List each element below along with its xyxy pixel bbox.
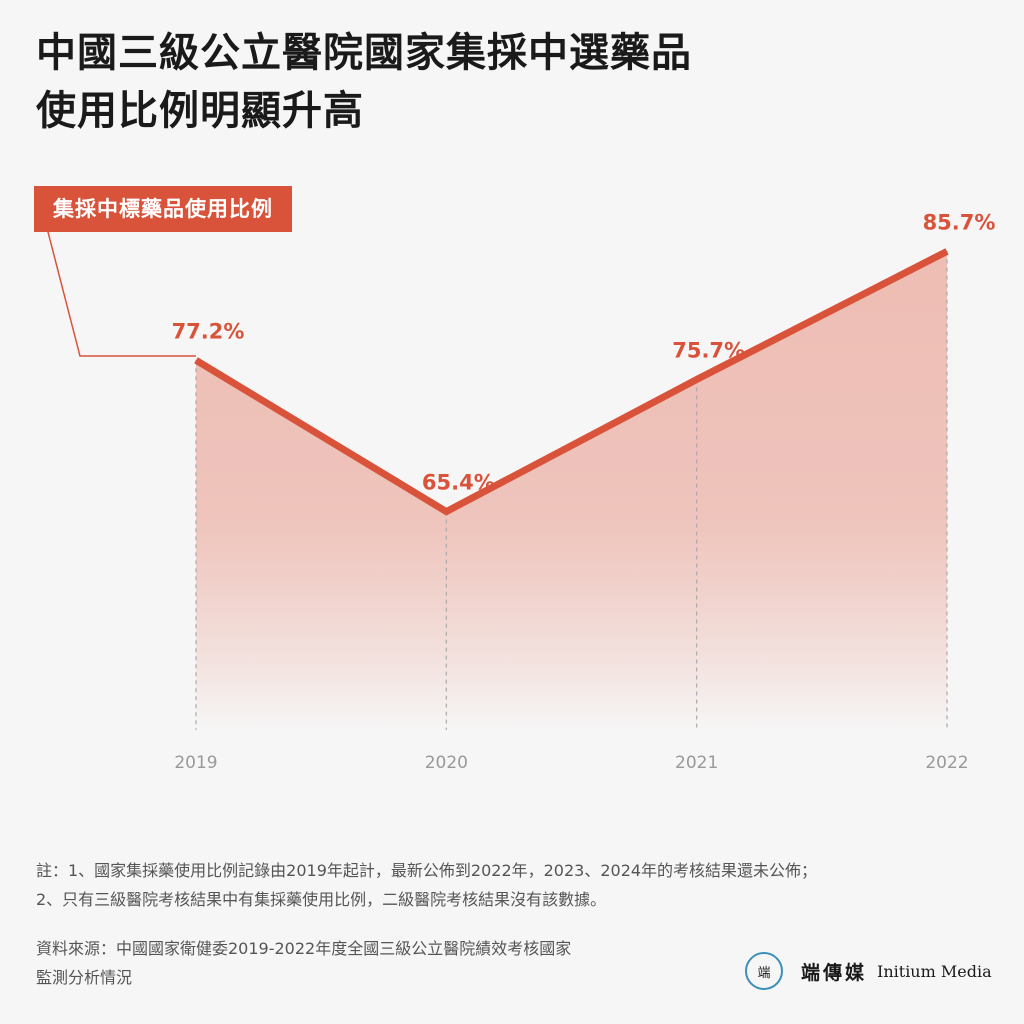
legend-leader-line bbox=[47, 231, 196, 357]
data-label: 75.7% bbox=[672, 339, 745, 363]
data-label: 77.2% bbox=[172, 319, 245, 343]
series-line bbox=[194, 248, 949, 516]
x-tick-label: 2020 bbox=[425, 753, 468, 773]
source-line: 監測分析情況 bbox=[36, 968, 133, 987]
brand-name-cn: 端傳媒 bbox=[801, 961, 868, 984]
x-tick-label: 2021 bbox=[675, 753, 718, 773]
x-tick-label: 2022 bbox=[925, 753, 968, 773]
footnote-line: 註：1、國家集採藥使用比例記錄由2019年起計，最新公佈到2022年，2023、… bbox=[36, 861, 818, 880]
data-label: 85.7% bbox=[923, 210, 996, 234]
data-source: 資料來源：中國國家衛健委2019-2022年度全國三級公立醫院績效考核國家 監測… bbox=[36, 934, 571, 992]
title-line: 中國三級公立醫院國家集採中選藥品 bbox=[36, 30, 692, 76]
brand-name-en: Initium Media bbox=[877, 961, 992, 981]
x-tick-label: 2019 bbox=[174, 753, 217, 773]
footnote-line: 2、只有三級醫院考核結果中有集採藥使用比例，二級醫院考核結果沒有該數據。 bbox=[36, 890, 607, 909]
footnotes: 註：1、國家集採藥使用比例記錄由2019年起計，最新公佈到2022年，2023、… bbox=[36, 856, 996, 914]
series-area bbox=[196, 251, 947, 731]
initium-logo-icon: 端 bbox=[745, 952, 783, 990]
brand: 端 端傳媒 Initium Media bbox=[745, 952, 992, 990]
title-line: 使用比例明顯升高 bbox=[36, 88, 364, 134]
data-label: 65.4% bbox=[422, 471, 495, 495]
series-legend: 集採中標藥品使用比例 bbox=[34, 186, 292, 232]
chart-title: 中國三級公立醫院國家集採中選藥品 使用比例明顯升高 bbox=[36, 24, 692, 140]
source-line: 資料來源：中國國家衛健委2019-2022年度全國三級公立醫院績效考核國家 bbox=[36, 939, 572, 958]
